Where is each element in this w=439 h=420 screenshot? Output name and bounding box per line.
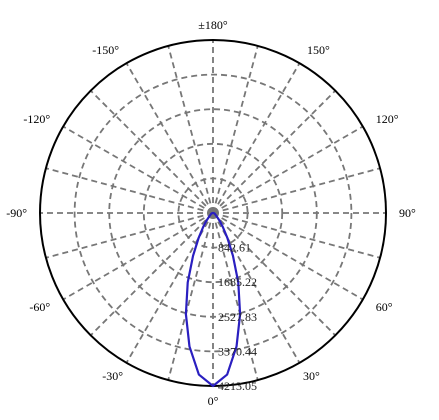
grid-spoke-105 [212,167,381,214]
angle-label-30: 30° [303,369,320,383]
grid-ring-1 [177,177,249,249]
grid-spoke--105 [45,167,214,214]
radial-tick-label-2: 1685.22 [218,275,257,289]
grid-spoke--120 [62,125,214,214]
curve-layer [184,211,242,388]
grid-spoke-120 [212,125,364,214]
grid-spoke--60 [62,212,214,301]
angle-label-neg30: -30° [102,369,123,383]
grid-ring-3 [108,108,318,318]
grid-ring-2 [142,142,284,284]
grid-spoke-45 [212,212,336,336]
grid-spoke--30 [125,212,214,364]
grid-spoke-15 [212,212,259,381]
angle-label-0: 0° [208,394,219,408]
grid-spoke--135 [90,90,214,214]
grid-ring-4 [73,73,353,353]
grid-spoke--150 [125,62,214,214]
grid-spoke-150 [212,62,301,214]
angle-label-90: 90° [399,206,416,220]
grid-spoke-60 [212,212,364,301]
radial-tick-label-5: 4213.05 [218,379,257,393]
angle-label-60: 60° [376,300,393,314]
angle-label-120: 120° [376,112,399,126]
grid-spoke--165 [167,45,214,214]
angle-label-neg90: -90° [6,206,27,220]
angle-label-neg60: -60° [29,300,50,314]
radial-tick-label-3: 2527.83 [218,310,257,324]
intensity-curve-0 [184,211,242,388]
angle-label-150: 150° [307,43,330,57]
radial-tick-label-1: 842.61 [218,241,251,255]
grid-spoke-135 [212,90,336,214]
angle-label-180: ±180° [198,18,228,32]
angle-label-neg150: -150° [92,43,119,57]
grid-spoke-165 [212,45,259,214]
grid-spoke--15 [167,212,214,381]
label-layer: 0° 30° 60° 90° 120° 150° ±180° -150° -120° -90° -6… [6,18,416,408]
angle-label-neg120: -120° [23,112,50,126]
grid-spoke-30 [212,212,301,364]
grid-spoke--45 [90,212,214,336]
grid-spoke--75 [45,212,214,259]
radial-tick-label-4: 3370.44 [218,344,257,358]
grid-spoke-75 [212,212,381,259]
